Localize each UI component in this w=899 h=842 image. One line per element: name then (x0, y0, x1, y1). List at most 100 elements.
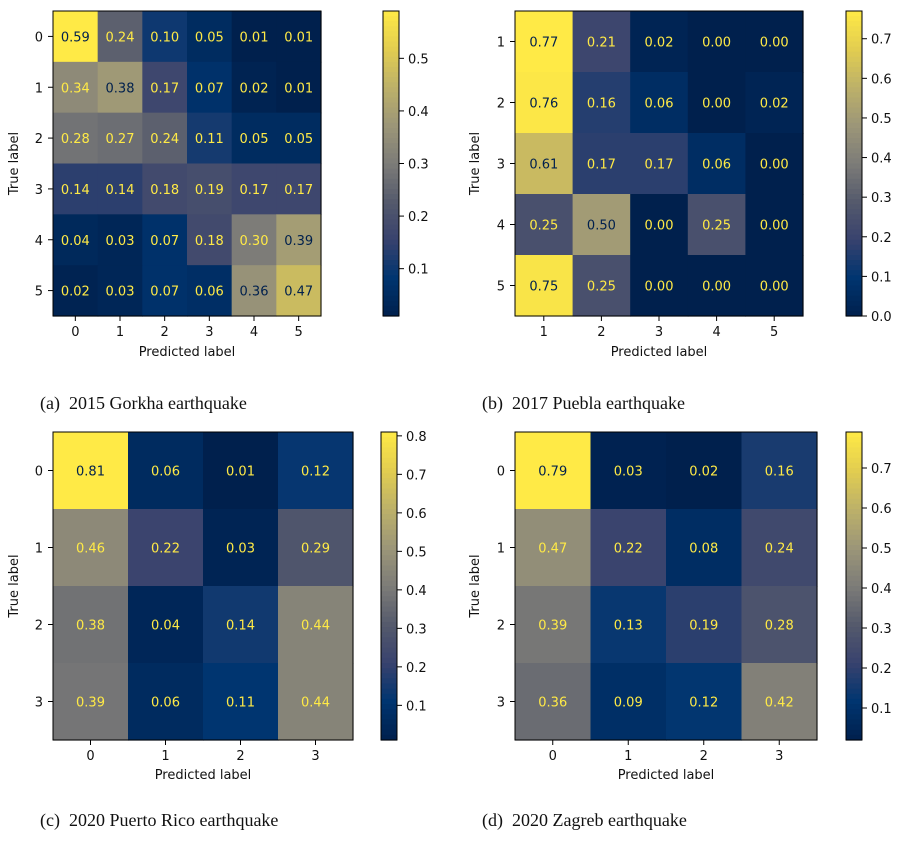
m2-cell-r1-c2 (203, 509, 279, 587)
m1-colorbar-segment-27 (846, 148, 862, 154)
m0-cell-label-r3-c0: 0.14 (61, 183, 90, 198)
m3-colorbar-segment-11 (846, 488, 862, 495)
m1-colorbar-segment-50 (846, 265, 862, 271)
m1-colorbar-segment-48 (846, 255, 862, 261)
m2-colorbar-segment-49 (381, 683, 397, 690)
m3-colorbar-segment-17 (846, 519, 862, 525)
m3-colorbar-segment-25 (846, 560, 862, 567)
m2-colorbar-segment-9 (381, 478, 397, 484)
m2-colorbar-segment-20 (381, 534, 397, 541)
m0-cell-r2-c2 (142, 112, 188, 165)
m0-colorbar-segment-20 (383, 112, 399, 119)
m2-colorbar-segment-30 (381, 586, 397, 592)
m2-colorbar-segment-23 (381, 550, 397, 556)
m1-cell-label-r0-c0: 0.77 (529, 36, 558, 51)
m1-colorbar-segment-59 (846, 310, 862, 317)
m3-colorbar-segment-4 (846, 452, 862, 459)
m2-cell-label-r0-c3: 0.12 (301, 465, 330, 480)
m1-colorbar-tick-label-0: 0.0 (871, 310, 892, 325)
m0-cell-label-r0-c2: 0.10 (150, 30, 179, 45)
m2-cell-r0-c3 (278, 432, 354, 510)
m1-cell-label-r4-c4: 0.00 (760, 280, 789, 295)
m3-colorbar-segment-18 (846, 524, 862, 531)
m1-colorbar-segment-44 (846, 234, 862, 241)
m3-colorbar-segment-8 (846, 473, 862, 479)
m0-colorbar-segment-6 (383, 41, 399, 48)
m1-cell-r2-c1 (572, 133, 631, 195)
m0-colorbar-segment-30 (383, 163, 399, 170)
m0-cell-label-r3-c5: 0.17 (284, 183, 313, 198)
m2-colorbar-segment-1 (381, 437, 397, 443)
m2-cell-label-r0-c2: 0.01 (226, 465, 255, 480)
m1-colorbar-tick-label-4: 0.4 (871, 152, 892, 167)
m3-ytick-label-2: 2 (497, 619, 505, 634)
m0-cell-r4-c2 (142, 214, 188, 266)
m3-colorbar-segment-39 (846, 632, 862, 638)
m3-cell-label-r3-c1: 0.09 (614, 696, 643, 711)
m1-colorbar-segment-4 (846, 31, 862, 38)
m0-cell-r4-c0 (53, 214, 99, 266)
m0-cell-r0-c1 (97, 11, 143, 63)
m0-colorbar-segment-52 (383, 275, 399, 282)
m2-colorbar-segment-4 (381, 452, 397, 459)
m0-cell-label-r2-c1: 0.27 (106, 132, 135, 147)
m0-ytick-label-3: 3 (35, 183, 43, 198)
m3-cell-label-r2-c1: 0.13 (614, 619, 643, 634)
m1-colorbar-segment-37 (846, 199, 862, 205)
caption-c: (c) 2020 Puerto Rico earthquake (40, 810, 279, 830)
m0-colorbar-segment-23 (383, 127, 399, 134)
m3-cell-label-r1-c3: 0.24 (765, 542, 794, 557)
m3-colorbar-segment-20 (846, 534, 862, 541)
m2-cell-r1-c0 (53, 509, 129, 587)
m0-colorbar-tick-label-2: 0.3 (408, 158, 429, 173)
m1-ytick-label-2: 3 (497, 158, 505, 173)
m3-cell-label-r1-c0: 0.47 (538, 542, 567, 557)
m3-colorbar-segment-36 (846, 616, 862, 623)
m0-colorbar-segment-48 (383, 255, 399, 261)
m1-colorbar-segment-22 (846, 122, 862, 129)
m0-cell-label-r0-c4: 0.01 (240, 30, 269, 45)
m3-xtick-label-2: 2 (700, 749, 708, 764)
m1-colorbar-segment-39 (846, 209, 862, 215)
m1-ytick-label-4: 5 (497, 280, 505, 295)
m3-cell-r0-c2 (666, 432, 743, 510)
m2-cell-r0-c1 (128, 432, 204, 510)
m0-colorbar-segment-40 (383, 214, 399, 221)
m3-colorbar-segment-41 (846, 642, 862, 649)
m0-colorbar-segment-43 (383, 229, 399, 236)
caption-b: (b) 2017 Puebla earthquake (482, 393, 685, 413)
m1-colorbar-segment-0 (846, 11, 862, 17)
m2-colorbar-segment-48 (381, 678, 397, 685)
m0-xtick-label-4: 4 (250, 325, 258, 340)
m3-colorbar-segment-15 (846, 509, 862, 515)
m2-colorbar-segment-22 (381, 544, 397, 551)
m1-colorbar-segment-33 (846, 178, 862, 185)
m0-cell-label-r4-c1: 0.03 (106, 234, 135, 249)
m2-colorbar-segment-16 (381, 514, 397, 520)
m1-colorbar-segment-34 (846, 183, 862, 190)
m3-colorbar-segment-46 (846, 668, 862, 674)
m1-cell-r3-c0 (515, 194, 574, 256)
m0-ytick-label-5: 5 (35, 285, 43, 300)
m2-xtick-label-1: 1 (161, 749, 169, 764)
m1-cell-label-r0-c4: 0.00 (760, 36, 789, 51)
m0-colorbar-segment-13 (383, 77, 399, 83)
m2-cell-label-r3-c2: 0.11 (226, 696, 255, 711)
m0-cell-label-r3-c1: 0.14 (106, 183, 135, 198)
m0-cell-r5-c5 (276, 265, 322, 317)
m1-cell-r1-c0 (515, 72, 574, 134)
m1-colorbar-segment-11 (846, 66, 862, 73)
m3-colorbar-segment-50 (846, 688, 862, 695)
m1-colorbar-segment-36 (846, 194, 862, 200)
m3-colorbar-tick-label-5: 0.6 (871, 502, 892, 517)
m2-colorbar-segment-35 (381, 611, 397, 618)
m1-colorbar-segment-35 (846, 188, 862, 195)
m3-colorbar-segment-5 (846, 457, 862, 464)
m0-cell-r0-c4 (231, 11, 277, 63)
m3-cell-r3-c3 (741, 663, 818, 741)
m2-colorbar-tick-label-0: 0.1 (406, 699, 427, 714)
m3-cell-r1-c2 (666, 509, 743, 587)
m0-colorbar-segment-41 (383, 219, 399, 226)
m0-cell-label-r5-c4: 0.36 (240, 285, 269, 300)
m2-colorbar-segment-28 (381, 575, 397, 582)
